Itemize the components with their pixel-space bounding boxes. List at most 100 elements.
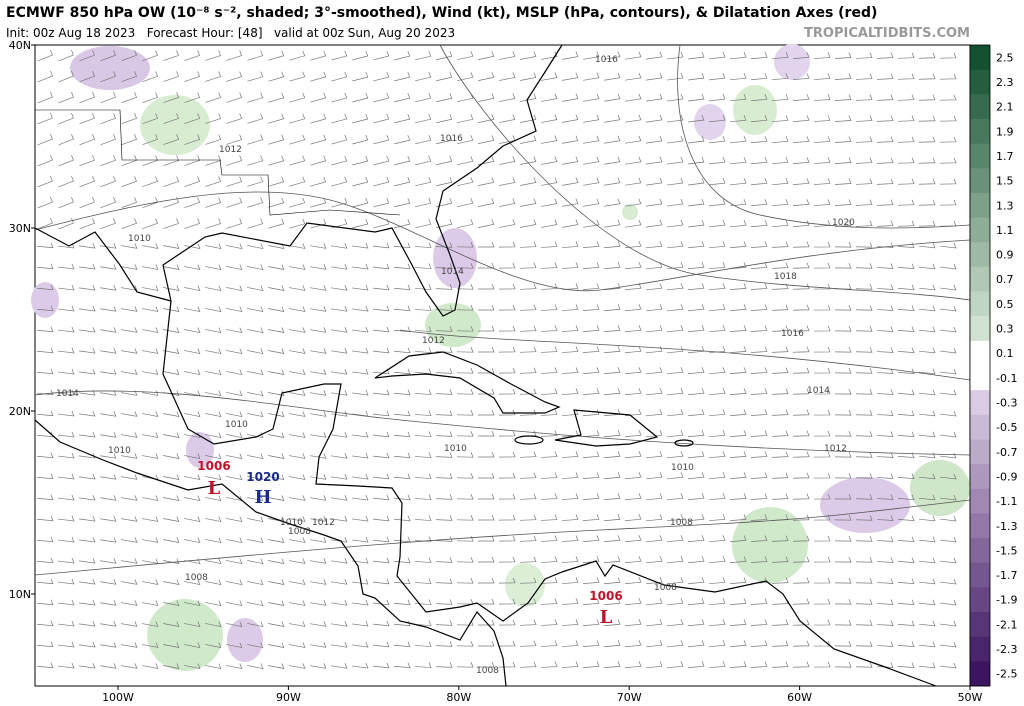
wind-barb — [646, 135, 663, 144]
colorbar-label: -1.5 — [996, 544, 1017, 557]
wind-barb — [582, 262, 600, 270]
wind-barb — [100, 600, 117, 606]
coastline — [162, 300, 937, 687]
wind-barb — [331, 432, 348, 438]
wind-barb — [771, 451, 789, 458]
wind-barb — [688, 661, 705, 669]
cuba — [374, 351, 561, 414]
wind-barb — [646, 241, 663, 249]
wind-barb — [394, 515, 411, 522]
wind-barb — [226, 218, 243, 229]
wind-barb — [414, 326, 432, 332]
wind-barb — [604, 198, 621, 207]
wind-barb — [457, 72, 474, 82]
wind-barb — [58, 662, 75, 669]
wind-barb — [498, 283, 516, 290]
wind-barb — [373, 134, 390, 145]
wind-barb — [352, 578, 369, 585]
wind-barb — [939, 136, 957, 143]
wind-barb — [184, 369, 201, 376]
wind-barb — [771, 556, 789, 563]
wind-barb — [477, 661, 495, 668]
wind-barb — [184, 113, 201, 124]
wind-barb — [373, 176, 390, 187]
wind-barb — [855, 305, 873, 311]
wind-barb — [247, 197, 264, 208]
contour-label: 1010 — [128, 234, 151, 244]
wind-barb — [79, 578, 96, 585]
wind-barb — [562, 135, 579, 144]
wind-barb — [855, 220, 873, 227]
wind-barb — [646, 472, 663, 480]
wind-barb — [205, 516, 222, 523]
wind-barb — [457, 114, 474, 124]
wind-barb — [772, 157, 789, 165]
wind-barb — [813, 430, 831, 437]
wind-barb — [583, 177, 600, 186]
wind-barb — [37, 70, 53, 83]
wind-barb — [688, 514, 705, 522]
wind-barb — [918, 52, 936, 59]
wind-barb — [834, 199, 852, 206]
wind-barb — [519, 535, 537, 542]
wind-barb — [876, 557, 894, 563]
wind-barb — [268, 306, 285, 312]
wind-barb — [834, 346, 852, 353]
longitude-label: 100W — [102, 691, 134, 704]
wind-barb — [499, 177, 516, 186]
wind-barb — [58, 536, 75, 543]
wind-barb — [876, 620, 894, 626]
wind-barb — [897, 157, 915, 164]
wind-barb — [750, 304, 768, 311]
wind-barb — [709, 219, 726, 228]
wind-barb — [897, 284, 915, 291]
wind-barb — [268, 50, 285, 61]
wind-barb — [435, 515, 453, 521]
wind-barb — [37, 557, 54, 564]
wind-barb — [625, 283, 642, 291]
wind-barb — [834, 535, 852, 542]
wind-barb — [121, 537, 138, 543]
wind-barb — [456, 578, 474, 584]
wind-barb — [876, 536, 894, 542]
colorbar-segment — [970, 636, 990, 662]
colorbar-segment — [970, 340, 990, 366]
wind-barb — [477, 472, 495, 479]
wind-barb — [562, 156, 579, 165]
wind-barb — [456, 242, 474, 248]
wind-barb — [897, 73, 915, 80]
wind-barb — [771, 304, 789, 311]
wind-barb — [184, 197, 201, 208]
wind-barb — [121, 218, 137, 230]
wind-barb — [834, 472, 852, 479]
wind-barb — [414, 578, 432, 584]
wind-barb — [709, 51, 726, 60]
colorbar-label: 2.3 — [996, 76, 1014, 89]
wind-barb — [394, 347, 411, 354]
wind-barb — [163, 642, 180, 648]
wind-barb — [918, 157, 936, 164]
wind-barb — [477, 304, 495, 311]
wind-barb — [834, 262, 852, 269]
wind-barb — [435, 641, 453, 647]
wind-barb — [205, 390, 222, 397]
wind-barb — [520, 72, 537, 81]
system-letter: L — [600, 607, 613, 628]
wind-barb — [268, 600, 285, 606]
wind-barb — [184, 411, 201, 418]
wind-barb — [289, 474, 306, 480]
wind-barb — [604, 556, 621, 564]
wind-barb — [792, 136, 810, 143]
wind-barb — [855, 557, 873, 563]
wind-barb — [268, 134, 285, 145]
wind-barb — [79, 494, 96, 501]
wind-barb — [142, 642, 159, 648]
wind-barb — [373, 368, 390, 375]
wind-barb — [415, 135, 432, 145]
wind-barb — [646, 219, 663, 228]
wind-barb — [646, 388, 663, 396]
colorbar-segment — [970, 562, 990, 588]
wind-barb — [940, 473, 957, 480]
wind-barb — [414, 557, 432, 563]
wind-barb — [58, 410, 75, 417]
